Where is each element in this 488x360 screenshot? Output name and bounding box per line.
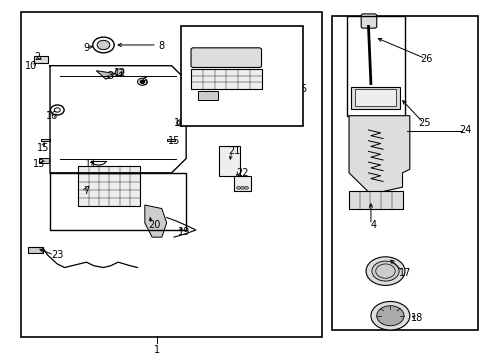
Bar: [219, 146, 239, 176]
Text: 21: 21: [228, 147, 241, 157]
Text: 18: 18: [410, 312, 423, 323]
Text: 3: 3: [107, 71, 114, 81]
Circle shape: [366, 257, 404, 285]
Bar: [41, 139, 50, 141]
Text: 24: 24: [459, 125, 471, 135]
Circle shape: [177, 120, 185, 126]
Circle shape: [236, 186, 240, 189]
Text: 15: 15: [167, 136, 180, 146]
Text: 6: 6: [142, 77, 147, 87]
Text: 26: 26: [420, 54, 432, 64]
Bar: [166, 139, 175, 141]
Bar: [351, 87, 399, 109]
Text: 19: 19: [177, 227, 189, 237]
Circle shape: [97, 40, 110, 50]
Circle shape: [140, 80, 144, 83]
Text: 25: 25: [417, 118, 430, 128]
Bar: [39, 158, 49, 163]
Bar: [28, 247, 42, 253]
Text: 7: 7: [83, 186, 89, 196]
FancyBboxPatch shape: [191, 48, 261, 67]
Circle shape: [371, 261, 398, 281]
Bar: [331, 16, 477, 330]
Text: 22: 22: [235, 168, 248, 178]
Text: 14: 14: [174, 118, 186, 128]
Text: 11: 11: [85, 159, 97, 169]
Circle shape: [244, 186, 248, 189]
Bar: [233, 176, 250, 191]
FancyBboxPatch shape: [361, 14, 376, 28]
Text: 20: 20: [148, 220, 161, 230]
Text: 17: 17: [398, 268, 410, 278]
Circle shape: [137, 78, 147, 85]
Bar: [355, 89, 395, 107]
Bar: [21, 12, 322, 337]
Text: 1: 1: [154, 345, 160, 355]
Text: 2: 2: [35, 52, 41, 62]
Bar: [348, 192, 402, 208]
Text: 23: 23: [51, 250, 63, 260]
Bar: [198, 91, 217, 100]
Text: 4: 4: [369, 220, 376, 230]
Bar: [78, 166, 140, 206]
Text: 8: 8: [159, 41, 164, 51]
Bar: [346, 16, 404, 116]
Text: 13: 13: [33, 159, 45, 169]
Circle shape: [376, 306, 403, 326]
Polygon shape: [348, 116, 409, 194]
Text: 15: 15: [37, 143, 49, 153]
Text: 5: 5: [299, 84, 305, 94]
Circle shape: [370, 301, 409, 330]
Circle shape: [240, 186, 244, 189]
Text: 9: 9: [83, 43, 89, 53]
Text: 16: 16: [46, 111, 59, 121]
Circle shape: [115, 69, 123, 75]
Polygon shape: [96, 71, 116, 79]
Bar: [191, 69, 261, 89]
Text: 10: 10: [25, 61, 38, 71]
Bar: [181, 26, 302, 126]
Text: 12: 12: [114, 68, 126, 78]
Polygon shape: [144, 205, 166, 237]
Bar: [34, 57, 48, 63]
